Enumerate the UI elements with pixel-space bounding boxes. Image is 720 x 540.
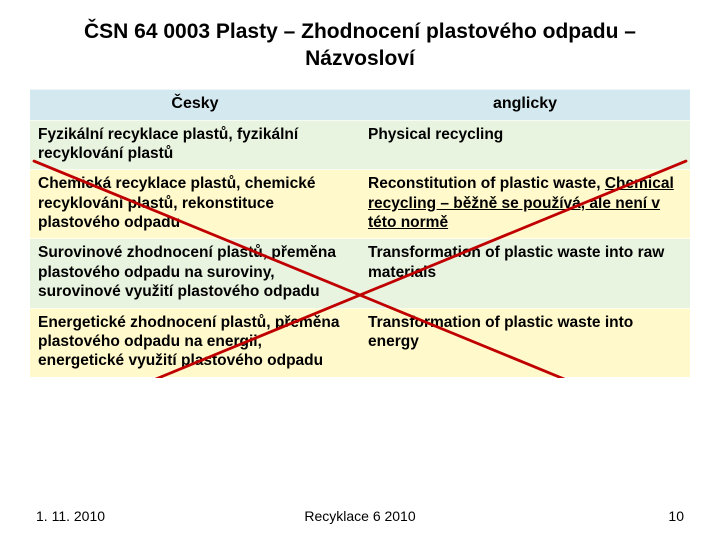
terminology-table: Česky anglicky Fyzikální recyklace plast… — [30, 89, 690, 378]
table-row: Surovinové zhodnocení plastů, přeměna pl… — [30, 239, 690, 308]
slide-footer: 1. 11. 2010 Recyklace 6 2010 10 — [0, 508, 720, 524]
cell-cz: Fyzikální recyklace plastů, fyzikální re… — [30, 120, 360, 170]
page-title: ČSN 64 0003 Plasty – Zhodnocení plastové… — [0, 0, 720, 83]
cell-cz: Surovinové zhodnocení plastů, přeměna pl… — [30, 239, 360, 308]
table-row: Chemická recyklace plastů, chemické recy… — [30, 170, 690, 239]
footer-date: 1. 11. 2010 — [36, 508, 105, 524]
cell-cz: Chemická recyklace plastů, chemické recy… — [30, 170, 360, 239]
terminology-table-wrap: Česky anglicky Fyzikální recyklace plast… — [30, 89, 690, 378]
cell-en: Physical recycling — [360, 120, 690, 170]
table-header-row: Česky anglicky — [30, 89, 690, 120]
col-header-english: anglicky — [360, 89, 690, 120]
cell-en-text: Reconstitution of plastic waste, — [368, 175, 605, 192]
footer-center: Recyklace 6 2010 — [0, 508, 720, 524]
cell-en: Transformation of plastic waste into ene… — [360, 308, 690, 377]
col-header-czech: Česky — [30, 89, 360, 120]
footer-page: 10 — [668, 508, 684, 524]
cell-en: Reconstitution of plastic waste, Chemica… — [360, 170, 690, 239]
cell-cz: Energetické zhodnocení plastů, přeměna p… — [30, 308, 360, 377]
table-row: Energetické zhodnocení plastů, přeměna p… — [30, 308, 690, 377]
table-row: Fyzikální recyklace plastů, fyzikální re… — [30, 120, 690, 170]
cell-en: Transformation of plastic waste into raw… — [360, 239, 690, 308]
